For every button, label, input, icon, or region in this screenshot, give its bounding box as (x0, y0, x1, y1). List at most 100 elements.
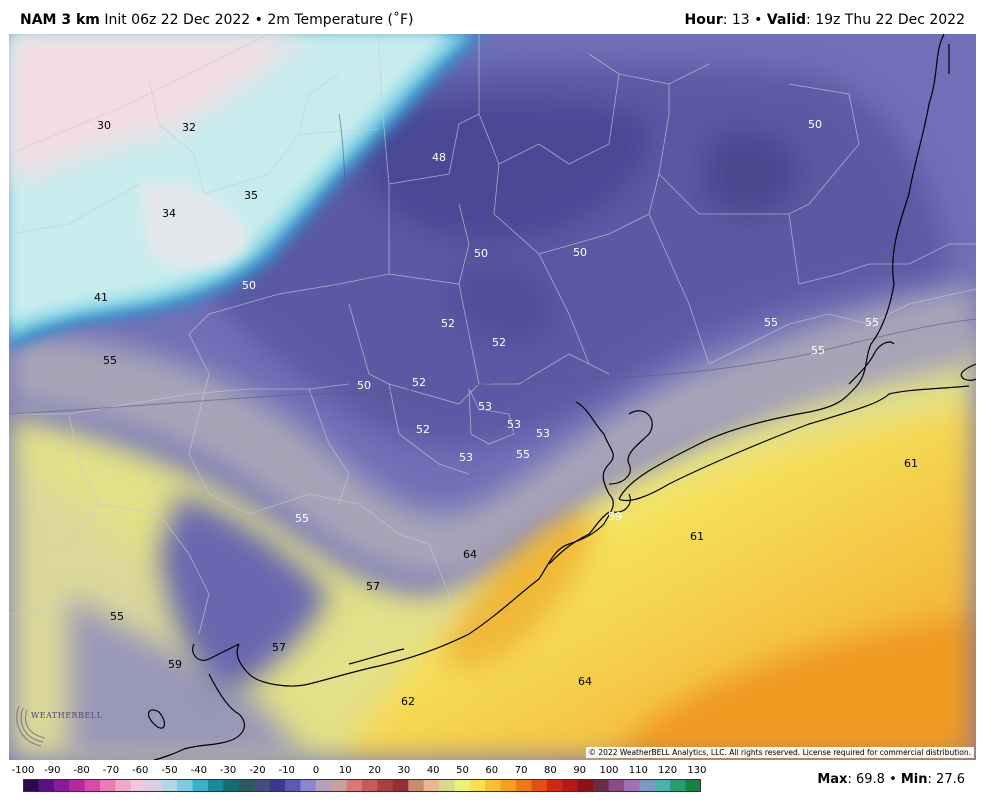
temp-label: 61 (904, 457, 918, 470)
colorbar-tick-label: 60 (485, 765, 499, 776)
colorbar-swatch (608, 779, 625, 792)
colorbar-tick-label: 90 (573, 765, 587, 776)
temp-label: 55 (110, 610, 124, 623)
title-separator: • (254, 12, 263, 28)
valid-label: Valid (766, 12, 807, 28)
colorbar-swatch (300, 779, 317, 792)
temp-label: 57 (366, 580, 380, 593)
coastline (147, 34, 976, 760)
temp-label: 61 (690, 530, 704, 543)
region-boundaries (9, 113, 976, 415)
colorbar-swatch (562, 779, 579, 792)
temp-label: 55 (516, 448, 530, 461)
temp-label: 30 (97, 119, 111, 132)
colorbar-tick-label: -70 (102, 765, 120, 776)
colorbar-swatch (454, 779, 471, 792)
temp-label: 53 (507, 418, 521, 431)
colorbar-tick-label: 30 (397, 765, 411, 776)
init-time: Init 06z 22 Dec 2022 (104, 12, 251, 28)
temp-label: 53 (459, 451, 473, 464)
temp-label: 52 (441, 317, 455, 330)
cool-region (159, 63, 949, 694)
temperature-labels: 30 32 35 34 41 55 50 48 50 50 50 52 52 5… (94, 118, 918, 708)
temp-label: 53 (478, 400, 492, 413)
min-value: : 27.6 (927, 772, 965, 787)
colorbar-swatch (639, 779, 656, 792)
temp-label: 34 (162, 207, 176, 220)
colorbar-swatch (315, 779, 332, 792)
county-lines (9, 34, 976, 635)
colorbar-tick-label: 40 (426, 765, 440, 776)
map-canvas: 30 32 35 34 41 55 50 48 50 50 50 52 52 5… (9, 34, 976, 760)
colorbar-tick-label: -90 (44, 765, 61, 776)
colorbar-tick-label: 20 (368, 765, 381, 776)
colorbar-swatch (192, 779, 209, 792)
valid-value: : 19z Thu 22 Dec 2022 (806, 12, 965, 28)
temp-label: 52 (492, 336, 506, 349)
colorbar-swatch (685, 779, 701, 792)
colorbar-swatch (623, 779, 640, 792)
model-name: NAM 3 km (20, 12, 100, 28)
colorbar-tick-label: -20 (249, 765, 266, 776)
temperature-map[interactable]: 30 32 35 34 41 55 50 48 50 50 50 52 52 5… (9, 34, 976, 760)
max-min-readout: Max: 69.8 • Min: 27.6 (817, 772, 965, 787)
colorbar-swatch (177, 779, 193, 792)
colorbar-swatch (469, 779, 486, 792)
colorbar-swatch (593, 779, 610, 792)
hour-label: Hour (684, 12, 723, 28)
colorbar-swatch (69, 779, 86, 792)
colorbar-swatch (331, 779, 348, 792)
colorbar-swatch (284, 779, 301, 792)
colorbar-tick-label: -100 (11, 765, 35, 776)
colorbar-swatch (392, 779, 409, 792)
temp-label: 52 (412, 376, 426, 389)
temp-label: 50 (357, 379, 371, 392)
colorbar-swatch (577, 779, 594, 792)
colorbar-tick-label: -10 (278, 765, 295, 776)
temp-label: 32 (182, 121, 196, 134)
colorbar-tick-label: -80 (73, 765, 90, 776)
colorbar-swatch (207, 779, 224, 792)
temp-label: 50 (573, 246, 587, 259)
colorbar-swatch (423, 779, 440, 792)
colorbar-swatch (269, 779, 286, 792)
colorbar-tick-label: 120 (658, 765, 678, 776)
temp-label: 64 (463, 548, 477, 561)
max-value: : 69.8 (847, 772, 885, 787)
colorbar-swatch (53, 779, 70, 792)
maxmin-separator: • (889, 772, 897, 787)
colorbar-swatch (408, 779, 425, 792)
temp-label: 48 (432, 151, 446, 164)
map-header: NAM 3 km Init 06z 22 Dec 2022 • 2m Tempe… (0, 0, 984, 34)
temp-label: 55 (811, 344, 825, 357)
colorbar-swatch (84, 779, 101, 792)
colorbar-tick-label: 10 (338, 765, 352, 776)
colorbar-tick-label: 130 (687, 765, 707, 776)
temp-label: 62 (401, 695, 415, 708)
colorbar-swatch (485, 779, 502, 792)
hour-value: : 13 (722, 12, 750, 28)
colorbar-swatch (146, 779, 163, 792)
temp-label: 55 (764, 316, 778, 329)
colorbar-swatch (23, 779, 39, 792)
colorbar-swatch (377, 779, 394, 792)
field-name: 2m Temperature (˚F) (267, 12, 414, 28)
max-label: Max (817, 772, 848, 787)
colorbar-swatch (516, 779, 532, 792)
colorbar-swatch (500, 779, 517, 792)
colorbar-swatch (346, 779, 363, 792)
mild-region (9, 284, 976, 760)
colorbar-tick-labels: -100 -90 -80 -70 -60 -50 -40 -30 -20 -10 0 10 20 30 40… (0, 765, 720, 777)
colorbar (23, 779, 701, 792)
colorbar-swatch (362, 779, 378, 792)
temp-label: 64 (578, 675, 592, 688)
valid-info: Hour: 13 • Valid: 19z Thu 22 Dec 2022 (685, 12, 965, 28)
colorbar-swatch (223, 779, 240, 792)
colorbar-swatch (38, 779, 55, 792)
min-label: Min (900, 772, 928, 787)
colorbar-swatch (531, 779, 548, 792)
temp-label: 50 (474, 247, 488, 260)
colorbar-tick-label: -60 (132, 765, 149, 776)
temp-label: 41 (94, 291, 108, 304)
temp-label: 52 (416, 423, 430, 436)
